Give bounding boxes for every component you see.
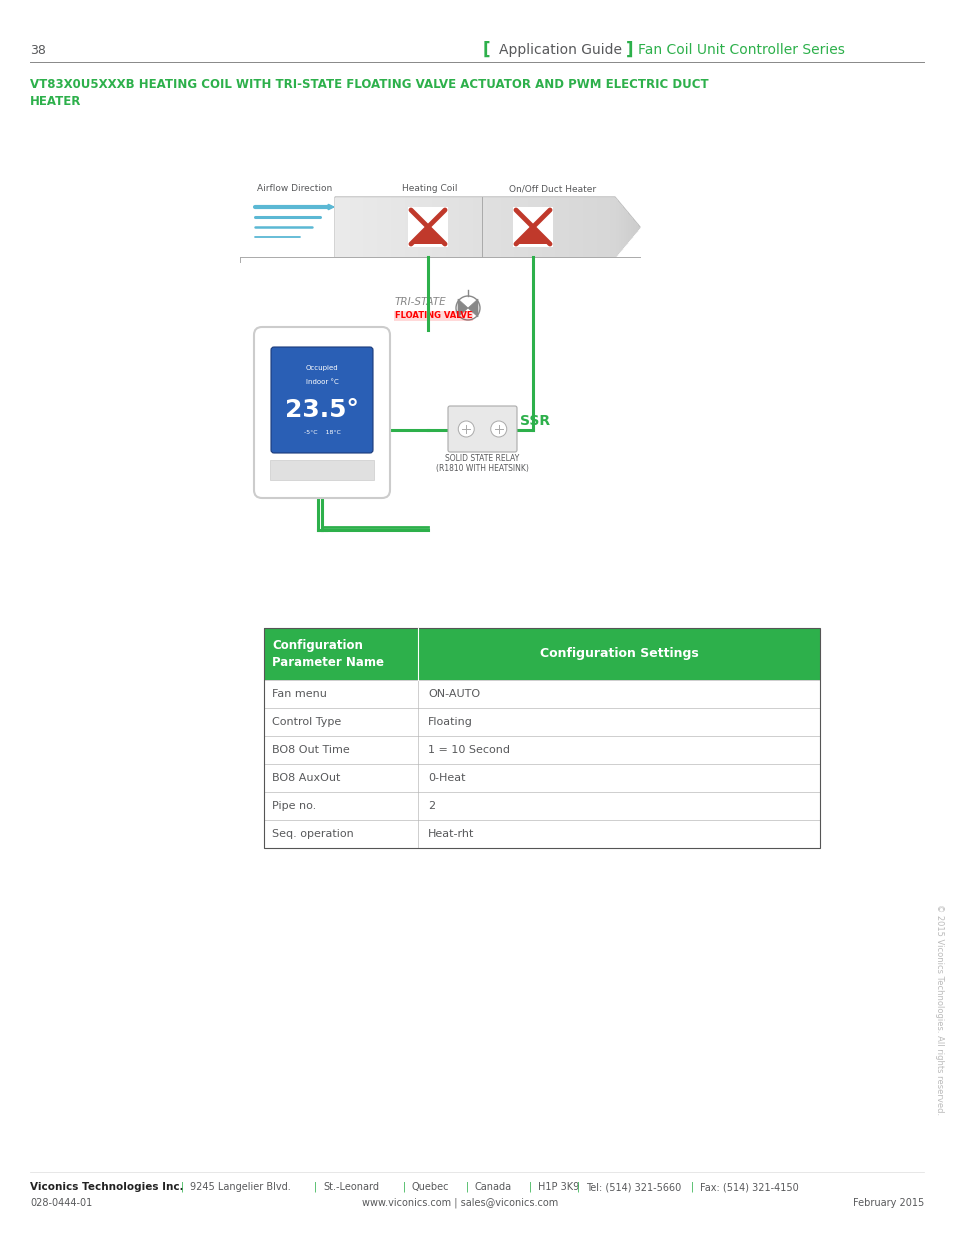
Text: Occupied: Occupied — [305, 366, 338, 370]
Bar — [264, 680, 820, 708]
Text: |: | — [576, 1182, 579, 1192]
Bar — [513, 207, 553, 247]
Text: -5°C    18°C: -5°C 18°C — [303, 430, 340, 435]
Text: 23.5°: 23.5° — [285, 398, 358, 422]
Text: Configuration Settings: Configuration Settings — [539, 647, 698, 661]
Circle shape — [490, 421, 506, 437]
Text: Control Type: Control Type — [272, 718, 341, 727]
Text: www.viconics.com | sales@viconics.com: www.viconics.com | sales@viconics.com — [361, 1198, 558, 1208]
Text: Seq. operation: Seq. operation — [272, 829, 354, 839]
Text: St.-Leonard: St.-Leonard — [323, 1182, 378, 1192]
Text: BO8 AuxOut: BO8 AuxOut — [272, 773, 340, 783]
Bar — [264, 629, 820, 680]
Text: Heat-rht: Heat-rht — [428, 829, 474, 839]
Text: Configuration: Configuration — [272, 640, 362, 652]
Polygon shape — [457, 299, 468, 317]
Text: 38: 38 — [30, 43, 46, 57]
Text: Application Guide: Application Guide — [498, 43, 621, 57]
Text: On/Off Duct Heater: On/Off Duct Heater — [509, 184, 596, 193]
Text: Floating: Floating — [428, 718, 473, 727]
Bar — [270, 459, 374, 480]
Text: Airflow Direction: Airflow Direction — [257, 184, 333, 193]
Text: Fan Coil Unit Controller Series: Fan Coil Unit Controller Series — [638, 43, 844, 57]
Text: February 2015: February 2015 — [852, 1198, 923, 1208]
Text: Indoor °C: Indoor °C — [305, 379, 338, 385]
Text: Heating Coil: Heating Coil — [402, 184, 457, 193]
Text: ]: ] — [625, 41, 633, 59]
Bar — [264, 764, 820, 792]
Text: Pipe no.: Pipe no. — [272, 802, 315, 811]
Bar — [264, 708, 820, 736]
Polygon shape — [516, 227, 550, 245]
Text: 028-0444-01: 028-0444-01 — [30, 1198, 92, 1208]
FancyBboxPatch shape — [253, 327, 390, 498]
Polygon shape — [468, 299, 477, 317]
Text: |: | — [313, 1182, 316, 1192]
Text: Fax: (514) 321-4150: Fax: (514) 321-4150 — [700, 1182, 798, 1192]
Text: Quebec: Quebec — [412, 1182, 449, 1192]
Text: 9245 Langelier Blvd.: 9245 Langelier Blvd. — [190, 1182, 291, 1192]
Text: 1 = 10 Second: 1 = 10 Second — [428, 745, 510, 755]
Text: |: | — [465, 1182, 468, 1192]
Bar — [264, 736, 820, 764]
Text: |: | — [690, 1182, 693, 1192]
Polygon shape — [411, 227, 444, 245]
Text: © 2015 Viconics Technologies. All rights reserved.: © 2015 Viconics Technologies. All rights… — [935, 904, 943, 1115]
Text: [: [ — [482, 41, 490, 59]
Text: 2: 2 — [428, 802, 435, 811]
Text: (R1810 WITH HEATSINK): (R1810 WITH HEATSINK) — [436, 464, 528, 473]
Text: |: | — [402, 1182, 405, 1192]
Text: Canada: Canada — [475, 1182, 512, 1192]
Circle shape — [457, 421, 474, 437]
Text: FLOATING VALVE: FLOATING VALVE — [395, 311, 472, 321]
Text: TRI-STATE: TRI-STATE — [395, 296, 446, 308]
Text: Fan menu: Fan menu — [272, 689, 327, 699]
Text: |: | — [180, 1182, 183, 1192]
Bar — [264, 792, 820, 820]
Text: |: | — [528, 1182, 531, 1192]
Text: 0-Heat: 0-Heat — [428, 773, 465, 783]
Text: Tel: (514) 321-5660: Tel: (514) 321-5660 — [585, 1182, 680, 1192]
Text: Parameter Name: Parameter Name — [272, 657, 384, 669]
Bar — [408, 207, 448, 247]
Text: BO8 Out Time: BO8 Out Time — [272, 745, 350, 755]
Text: H1P 3K9: H1P 3K9 — [537, 1182, 578, 1192]
Bar — [264, 629, 820, 848]
FancyBboxPatch shape — [448, 406, 517, 452]
Text: SOLID STATE RELAY: SOLID STATE RELAY — [445, 454, 519, 463]
Text: HEATER: HEATER — [30, 95, 81, 107]
Text: SSR: SSR — [519, 414, 550, 429]
Text: ON-AUTO: ON-AUTO — [428, 689, 479, 699]
FancyBboxPatch shape — [271, 347, 373, 453]
Text: VT83X0U5XXXB HEATING COIL WITH TRI-STATE FLOATING VALVE ACTUATOR AND PWM ELECTRI: VT83X0U5XXXB HEATING COIL WITH TRI-STATE… — [30, 78, 708, 91]
Bar — [264, 820, 820, 848]
Text: Viconics Technologies Inc.: Viconics Technologies Inc. — [30, 1182, 183, 1192]
